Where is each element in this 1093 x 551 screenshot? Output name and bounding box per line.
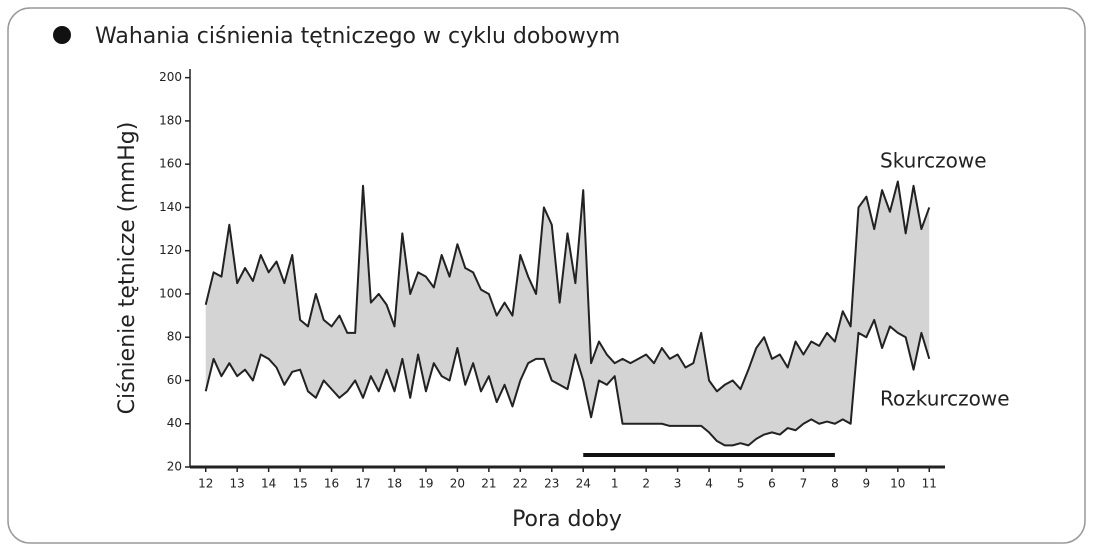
series-line (204, 318, 931, 447)
x-tick-label: 12 (198, 477, 213, 491)
x-tick-label: 19 (418, 477, 433, 491)
x-tick-label: 4 (705, 477, 713, 491)
x-tick-label: 22 (513, 477, 528, 491)
annotation: Rozkurczowe (880, 387, 1010, 411)
y-tick-label: 200 (159, 70, 182, 84)
y-tick-label: 40 (167, 416, 182, 430)
y-tick-label: 180 (159, 113, 182, 127)
x-tick-label: 15 (292, 477, 307, 491)
y-tick-label: 120 (159, 243, 182, 257)
y-tick-label: 20 (167, 460, 182, 474)
band-area (205, 181, 930, 446)
x-tick-label: 21 (481, 477, 496, 491)
x-tick-label: 7 (800, 477, 808, 491)
y-tick-label: 80 (167, 330, 182, 344)
x-tick-label: 8 (831, 477, 839, 491)
x-tick-label: 18 (387, 477, 402, 491)
x-tick-label: 14 (261, 477, 276, 491)
bullet (53, 26, 71, 44)
x-axis-label: Pora doby (512, 507, 622, 532)
annotation: Skurczowe (880, 149, 987, 173)
y-tick-label: 100 (159, 286, 182, 300)
x-tick-label: 11 (922, 477, 937, 491)
y-tick-label: 140 (159, 200, 182, 214)
y-axis-label: Ciśnienie tętnicze (mmHg) (115, 122, 140, 415)
x-tick-label: 13 (230, 477, 245, 491)
x-tick-label: 5 (737, 477, 745, 491)
x-tick-label: 20 (450, 477, 465, 491)
x-tick-label: 17 (355, 477, 370, 491)
y-tick-label: 60 (167, 373, 182, 387)
x-tick-label: 10 (890, 477, 905, 491)
x-tick-label: 1 (611, 477, 619, 491)
x-tick-label: 6 (768, 477, 776, 491)
x-tick-label: 16 (324, 477, 339, 491)
x-tick-label: 24 (576, 477, 591, 491)
x-tick-label: 2 (642, 477, 650, 491)
y-tick-label: 160 (159, 157, 182, 171)
series-line (204, 180, 931, 393)
chart-title: Wahania ciśnienia tętniczego w cyklu dob… (95, 24, 620, 49)
x-tick-label: 9 (863, 477, 871, 491)
x-tick-label: 3 (674, 477, 682, 491)
x-tick-label: 23 (544, 477, 559, 491)
